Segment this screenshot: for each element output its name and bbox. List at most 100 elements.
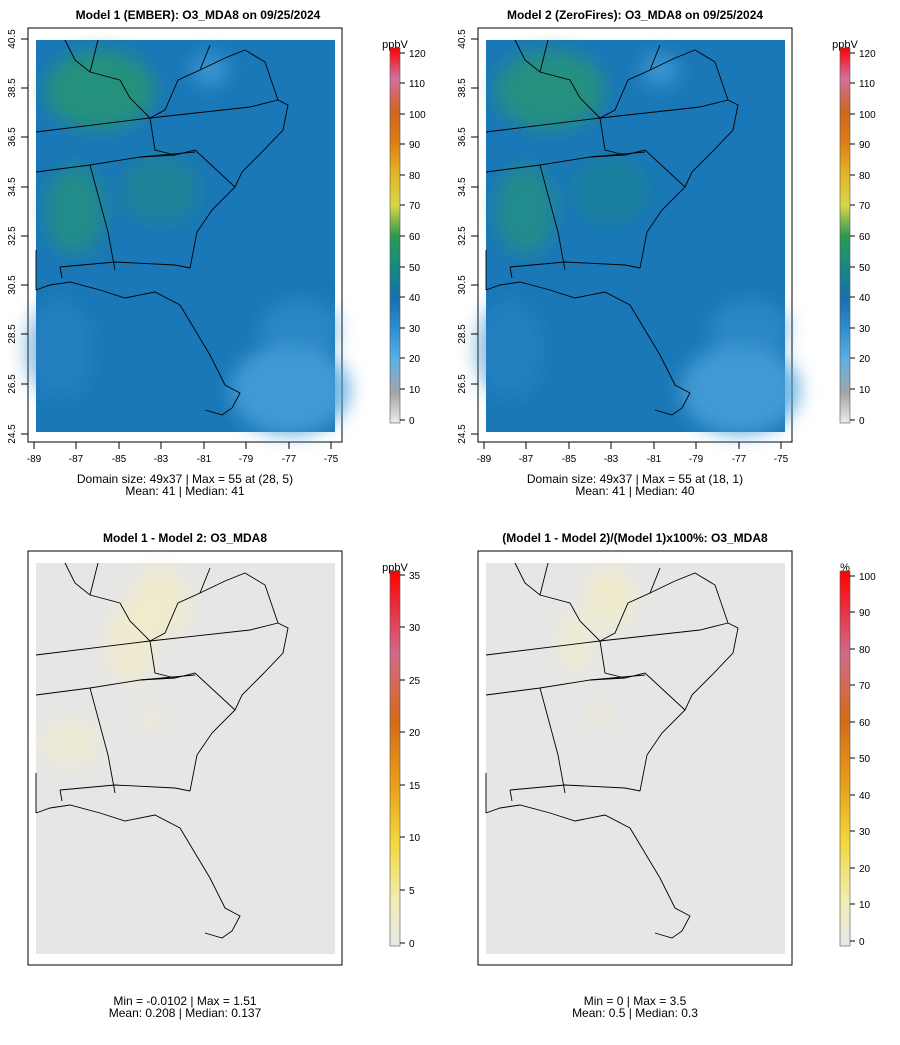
- colorbar-tick: 80: [859, 171, 871, 182]
- panel-model2: Model 2 (ZeroFires): O3_MDA8 on 09/25/20…: [457, 8, 876, 498]
- colorbar-tick: 110: [859, 79, 875, 90]
- colorbar-tick: 30: [409, 623, 421, 634]
- colorbar-tick: 90: [409, 140, 421, 151]
- colorbar-tick: 50: [409, 263, 421, 274]
- y-tick-label: 30.5: [457, 275, 468, 295]
- plot-frame: [477, 27, 793, 443]
- y-tick-label: 34.5: [7, 177, 18, 197]
- y-tick-label: 26.5: [457, 374, 468, 394]
- colorbar-tick: 10: [859, 900, 871, 911]
- x-tick-label: -77: [282, 454, 297, 465]
- map-boundaries: [485, 562, 739, 939]
- colorbar-tick: 0: [409, 416, 415, 427]
- colorbar-tick: 110: [409, 79, 425, 90]
- colorbar-tick: 120: [859, 49, 876, 60]
- colorbar-tick: 70: [409, 201, 421, 212]
- colorbar-tick: 50: [859, 754, 871, 765]
- colorbar-tick: 35: [409, 571, 421, 582]
- y-tick-label: 40.5: [7, 29, 18, 49]
- colorbar-tick: 20: [859, 864, 871, 875]
- colorbar-tick: 90: [859, 140, 871, 151]
- colorbar-tick: 100: [859, 572, 876, 583]
- panel-difference: Model 1 - Model 2: O3_MDA8: [27, 531, 421, 1020]
- y-tick-label: 38.5: [457, 78, 468, 98]
- colorbar-tick: 10: [409, 385, 421, 396]
- colorbar-tick: 70: [859, 201, 871, 212]
- x-tick-label: -77: [732, 454, 747, 465]
- colorbar-tick: 0: [409, 939, 415, 950]
- colorbar-tick: 80: [859, 645, 871, 656]
- colorbar-tick: 60: [859, 718, 871, 729]
- y-tick-label: 24.5: [7, 424, 18, 444]
- x-tick-label: -89: [477, 454, 492, 465]
- difference-field: [36, 563, 335, 954]
- panel-model1: Model 1 (EMBER): O3_MDA8 on 09/25/2024: [7, 8, 426, 498]
- x-tick-label: -81: [647, 454, 662, 465]
- colorbar-tick: 15: [409, 781, 421, 792]
- colorbar-tick: 20: [409, 728, 421, 739]
- colorbar-tick: 100: [859, 110, 876, 121]
- x-tick-label: -75: [324, 454, 339, 465]
- colorbar-tick: 40: [859, 293, 871, 304]
- colorbar-ramp: [389, 570, 401, 947]
- y-axis: 24.5 26.5 28.5 30.5 32.5 34.5 36.5 38.5 …: [7, 29, 28, 444]
- colorbar-tick: 80: [409, 171, 421, 182]
- x-tick-label: -79: [239, 454, 254, 465]
- colorbar-tick: 10: [409, 833, 421, 844]
- y-tick-label: 36.5: [7, 127, 18, 147]
- colorbar-tick: 60: [859, 232, 871, 243]
- colorbar-tick: 20: [409, 354, 421, 365]
- x-tick-label: -75: [774, 454, 789, 465]
- panel-title: Model 2 (ZeroFires): O3_MDA8 on 09/25/20…: [507, 8, 763, 22]
- y-tick-label: 36.5: [457, 127, 468, 147]
- stats-line-2: Mean: 41 | Median: 40: [575, 484, 695, 498]
- y-tick-label: 30.5: [7, 275, 18, 295]
- colorbar: % 0 10 20 30 40 50 60 70 80 90 100: [839, 562, 876, 948]
- y-axis: 24.5 26.5 28.5 30.5 32.5 34.5 36.5 38.5 …: [457, 29, 478, 444]
- y-tick-label: 32.5: [7, 226, 18, 246]
- colorbar-tick: 10: [859, 385, 871, 396]
- panel-title: Model 1 - Model 2: O3_MDA8: [103, 531, 267, 545]
- x-tick-label: -89: [27, 454, 42, 465]
- x-tick-label: -81: [197, 454, 212, 465]
- panel-percent-difference: (Model 1 - Model 2)/(Model 1)x100%: O3_M…: [477, 531, 876, 1020]
- colorbar-tick: 40: [859, 791, 871, 802]
- x-tick-label: -83: [154, 454, 169, 465]
- y-tick-label: 34.5: [457, 177, 468, 197]
- x-tick-label: -83: [604, 454, 619, 465]
- colorbar-tick: 5: [409, 886, 415, 897]
- stats-line-2: Mean: 41 | Median: 41: [125, 484, 245, 498]
- colorbar-tick: 20: [859, 354, 871, 365]
- colorbar-tick: 0: [859, 937, 865, 948]
- stats-line-1: Domain size: 49x37 | Max = 55 at (28, 5): [77, 472, 293, 486]
- colorbar-tick: 30: [409, 324, 421, 335]
- percent-field: [486, 563, 785, 954]
- plot-frame: [477, 550, 793, 966]
- y-tick-label: 32.5: [457, 226, 468, 246]
- colorbar: ppbV 0 10 20 30 40 50 60 70 80 90 100 11…: [382, 39, 426, 427]
- x-tick-label: -87: [519, 454, 534, 465]
- colorbar-tick: 50: [859, 263, 871, 274]
- map-boundaries: [485, 39, 739, 416]
- y-tick-label: 26.5: [7, 374, 18, 394]
- colorbar-tick: 70: [859, 681, 871, 692]
- colorbar-unit: ppbV: [382, 39, 408, 51]
- colorbar: ppbV 0 5 10 15 20 25 30 35: [382, 562, 420, 950]
- colorbar-tick: 90: [859, 608, 871, 619]
- plot-frame: [27, 27, 343, 443]
- y-tick-label: 24.5: [457, 424, 468, 444]
- colorbar-unit: ppbV: [382, 562, 408, 574]
- stats-line-2: Mean: 0.208 | Median: 0.137: [109, 1006, 262, 1020]
- x-axis: -89 -87 -85 -83 -81 -79 -77 -75: [27, 442, 339, 465]
- colorbar-unit: ppbV: [832, 39, 858, 51]
- x-tick-label: -79: [689, 454, 704, 465]
- y-tick-label: 40.5: [457, 29, 468, 49]
- panel-title: Model 1 (EMBER): O3_MDA8 on 09/25/2024: [76, 8, 321, 22]
- map-boundaries: [35, 562, 289, 939]
- colorbar-tick: 40: [409, 293, 421, 304]
- x-tick-label: -85: [562, 454, 577, 465]
- colorbar-tick: 60: [409, 232, 421, 243]
- stats-line-2: Mean: 0.5 | Median: 0.3: [572, 1006, 698, 1020]
- stats-line-1: Min = -0.0102 | Max = 1.51: [113, 994, 257, 1008]
